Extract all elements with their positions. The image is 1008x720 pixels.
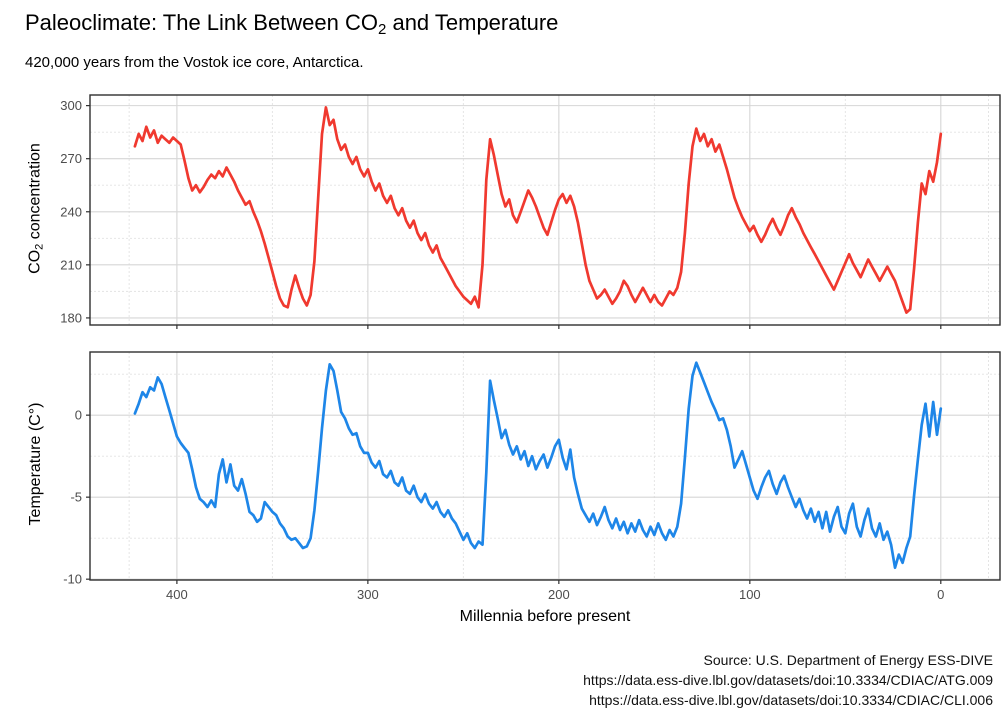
figure-caption: Source: U.S. Department of Energy ESS-DI… — [583, 650, 993, 710]
temperature-y-tick-label: -5 — [70, 490, 82, 505]
title-text-pre: Paleoclimate: The Link Between CO — [25, 10, 378, 35]
temperature-panel-background — [90, 352, 1000, 580]
co2-y-tick-label: 300 — [60, 98, 82, 113]
temperature-panel: 0 -5 -10 400 300 200 100 0 — [63, 351, 1001, 602]
title-subscript: 2 — [378, 21, 387, 38]
temperature-line — [133, 361, 943, 570]
co2-panel: 300 270 240 210 180 — [60, 94, 1001, 329]
co2-panel-background — [90, 95, 1000, 325]
caption-url-atg: https://data.ess-dive.lbl.gov/datasets/d… — [583, 672, 993, 688]
x-axis-label: Millennia before present — [459, 608, 631, 625]
temperature-y-tick-label: -10 — [63, 572, 82, 587]
x-tick-label: 0 — [937, 587, 944, 602]
co2-y-tick-label: 210 — [60, 257, 82, 272]
x-tick-label: 400 — [166, 587, 188, 602]
figure-subtitle: 420,000 years from the Vostok ice core, … — [25, 54, 364, 71]
temperature-y-tick-label: 0 — [75, 408, 82, 423]
page-title: Paleoclimate: The Link Between CO2 and T… — [25, 10, 558, 38]
x-tick-label: 200 — [548, 587, 570, 602]
caption-url-cli: https://data.ess-dive.lbl.gov/datasets/d… — [589, 692, 993, 708]
co2-y-tick-label: 180 — [60, 310, 82, 325]
temperature-panel-border — [89, 351, 1001, 581]
x-tick-label: 100 — [739, 587, 761, 602]
caption-source-line: Source: U.S. Department of Energy ESS-DI… — [703, 652, 993, 668]
co2-panel-border — [89, 94, 1001, 326]
co2-y-tick-label: 240 — [60, 204, 82, 219]
x-tick-label: 300 — [357, 587, 379, 602]
co2-y-tick-label: 270 — [60, 151, 82, 166]
co2-line — [133, 106, 943, 314]
title-text-post: and Temperature — [386, 10, 559, 35]
